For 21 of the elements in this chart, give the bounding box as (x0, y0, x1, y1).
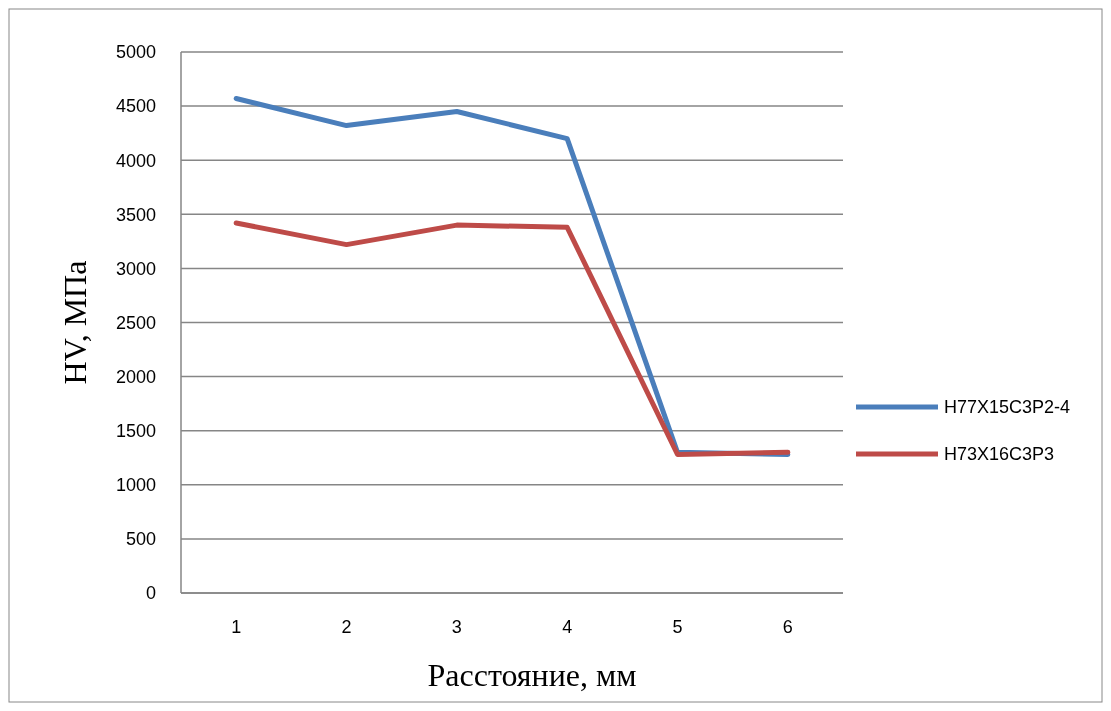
y-tick-label: 0 (145, 583, 156, 604)
x-tick-label: 3 (451, 617, 462, 637)
y-tick-label: 4500 (115, 96, 156, 117)
legend-label: Н73Х16С3Р3 (944, 444, 1055, 465)
y-tick-label: 2500 (115, 312, 156, 333)
x-tick-label: 6 (782, 617, 793, 637)
y-tick-label: 3500 (115, 204, 156, 225)
y-tick-label: 1500 (115, 421, 156, 441)
y-axis-title: HV, МПа (57, 260, 93, 385)
x-tick-label: 5 (672, 617, 683, 637)
y-tick-label: 3000 (115, 258, 156, 279)
x-tick-label: 4 (562, 617, 573, 637)
y-tick-label: 5000 (115, 42, 156, 63)
y-tick-label: 2000 (115, 366, 156, 387)
y-tick-label: 4000 (115, 150, 156, 171)
y-tick-label: 500 (125, 529, 156, 550)
x-tick-label: 2 (341, 617, 352, 637)
x-tick-label: 1 (231, 617, 242, 637)
y-tick-label: 1000 (115, 475, 156, 496)
legend-label: Н77Х15С3Р2-4 (944, 397, 1071, 418)
x-axis-title: Расстояние, мм (427, 657, 637, 693)
